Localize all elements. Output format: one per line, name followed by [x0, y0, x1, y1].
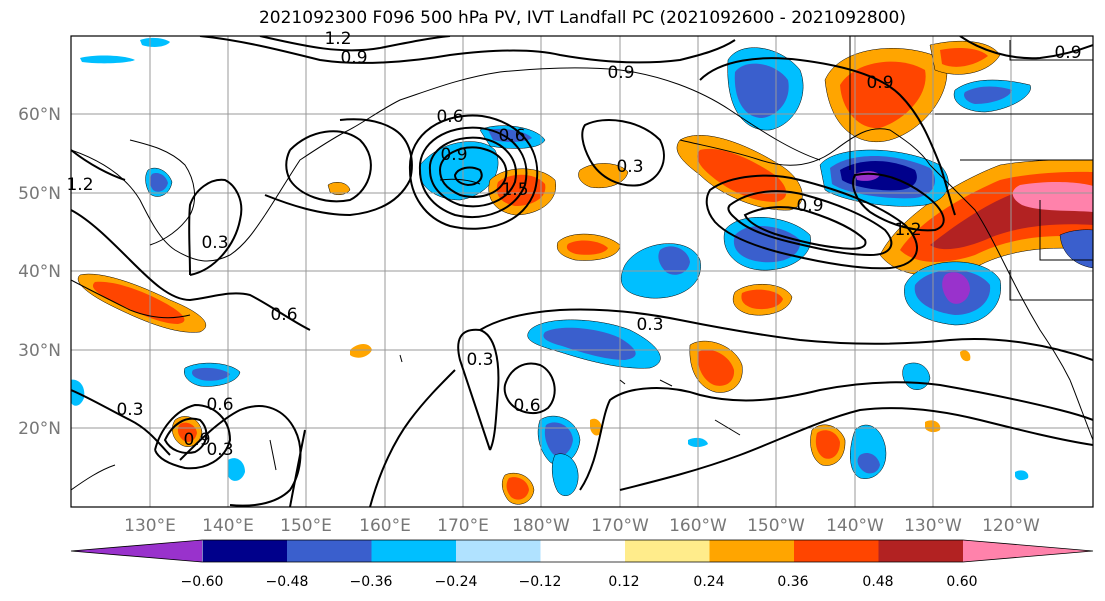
- colorbar-segment: [71, 540, 202, 562]
- contour-label: 0.9: [607, 63, 634, 83]
- lon-tick-label: 170°W: [591, 516, 649, 536]
- lon-tick-label: 120°W: [982, 516, 1040, 536]
- colorbar-tick-label: 0.12: [608, 574, 639, 590]
- plot-frame: [70, 35, 1094, 508]
- colorbar-tick-label: 0.36: [777, 574, 808, 590]
- coastlines: [71, 36, 1093, 491]
- contour-label: 0.9: [340, 48, 367, 68]
- lon-tick-label: 140°E: [202, 516, 254, 536]
- contour-label: 0.9: [1054, 43, 1081, 63]
- pv-contours: [71, 36, 1093, 507]
- lon-tick-label: 140°W: [826, 516, 884, 536]
- colorbar-tick-label: 0.60: [946, 574, 977, 590]
- contour-label: 0.3: [616, 157, 643, 177]
- lat-tick-label: 50°N: [18, 184, 61, 204]
- contour-label: 0.3: [206, 440, 233, 460]
- colorbar-segment: [709, 540, 795, 562]
- colorbar-tick-label: −0.12: [519, 574, 562, 590]
- contour-label: 0.9: [183, 430, 210, 450]
- contour-label: 0.6: [270, 305, 297, 325]
- lon-tick-label: 180°W: [512, 516, 570, 536]
- contour-label: 0.6: [498, 126, 525, 146]
- contour-label: 0.3: [116, 400, 143, 420]
- colorbar-segment: [540, 540, 626, 562]
- lon-tick-label: 150°W: [747, 516, 805, 536]
- colorbar-tick-label: 0.48: [862, 574, 893, 590]
- colorbar-tick-label: −0.48: [266, 574, 309, 590]
- longitude-axis: 130°E 140°E 150°E 160°E 170°E 180°W 170°…: [124, 516, 1040, 536]
- contour-label: 0.6: [436, 107, 463, 127]
- contour-label: 0.9: [866, 73, 893, 93]
- latitude-axis: 60°N 50°N 40°N 30°N 20°N: [18, 105, 61, 439]
- lon-tick-label: 170°E: [437, 516, 489, 536]
- lat-tick-label: 30°N: [18, 341, 61, 361]
- lon-tick-label: 160°E: [359, 516, 411, 536]
- contour-label: 0.9: [440, 145, 467, 165]
- lat-tick-label: 20°N: [18, 419, 61, 439]
- colorbar-segment: [878, 540, 964, 562]
- colorbar-segment: [371, 540, 457, 562]
- contour-label: 0.3: [636, 315, 663, 335]
- colorbar-outline: [70, 539, 1094, 563]
- contour-label: 1.2: [324, 29, 351, 49]
- contour-label: 0.6: [206, 395, 233, 415]
- graticule: [71, 36, 1093, 507]
- colorbar-segment: [202, 540, 288, 562]
- contour-label: 1.2: [66, 175, 93, 195]
- colorbar-tick-label: 0.24: [693, 574, 724, 590]
- colorbar-segment: [794, 540, 879, 562]
- lon-tick-label: 160°W: [669, 516, 727, 536]
- contour-label: 0.9: [796, 196, 823, 216]
- contour-label: 0.3: [201, 233, 228, 253]
- lon-tick-label: 130°W: [904, 516, 962, 536]
- colorbar: [70, 539, 1094, 563]
- lat-tick-label: 40°N: [18, 262, 61, 282]
- colorbar-tick-label: −0.24: [435, 574, 478, 590]
- lon-tick-label: 130°E: [124, 516, 176, 536]
- colorbar-tick-label: −0.36: [350, 574, 393, 590]
- contour-label: 0.6: [513, 396, 540, 416]
- contour-label: 1.5: [501, 180, 528, 200]
- contour-labels: 1.2 0.9 0.9 0.6 0.6 0.9 1.5 0.3 0.9 0.9 …: [66, 29, 1081, 460]
- lat-tick-label: 60°N: [18, 105, 61, 125]
- map-title: 2021092300 F096 500 hPa PV, IVT Landfall…: [258, 8, 906, 28]
- contour-label: 1.2: [894, 220, 921, 240]
- colorbar-segment: [287, 540, 372, 562]
- colorbar-tick-label: −0.60: [181, 574, 224, 590]
- colorbar-segment: [456, 540, 541, 562]
- colorbar-segment: [625, 540, 710, 562]
- contour-label: 0.3: [466, 350, 493, 370]
- colorbar-ticks: −0.60 −0.48 −0.36 −0.24 −0.12 0.12 0.24 …: [181, 574, 978, 590]
- colorbar-segment: [963, 540, 1093, 562]
- lon-tick-label: 150°E: [280, 516, 332, 536]
